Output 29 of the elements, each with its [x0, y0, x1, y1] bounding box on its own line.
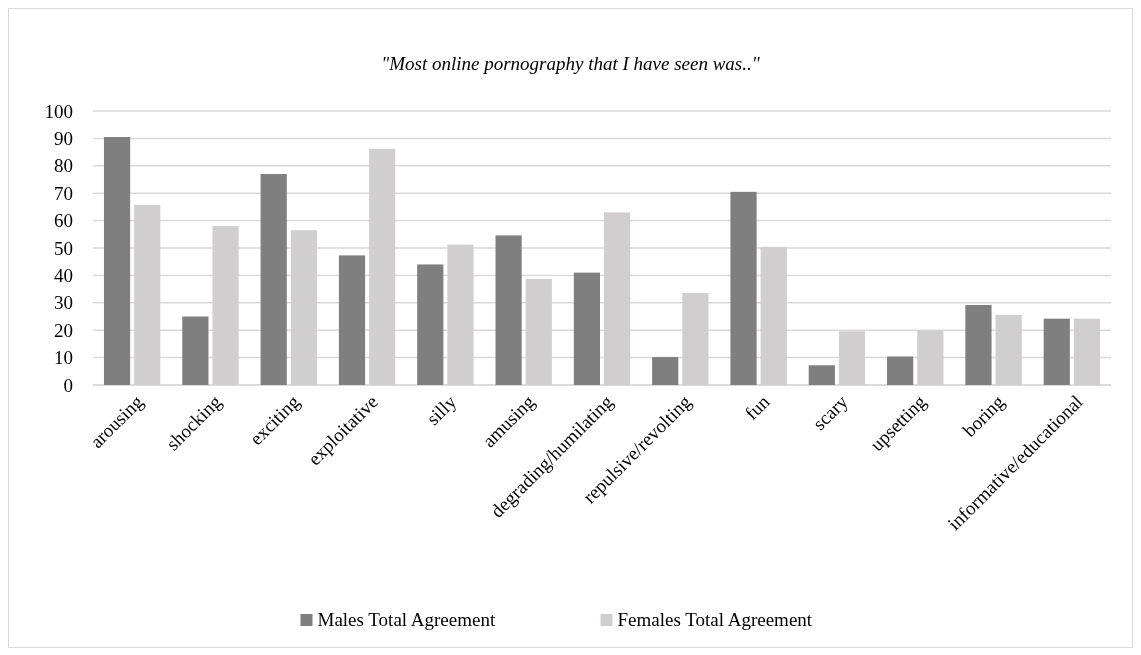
chart-title: "Most online pornography that I have seen was.."	[381, 53, 761, 74]
y-tick-label: 70	[54, 182, 73, 204]
y-tick-label: 0	[63, 374, 73, 396]
bar	[652, 357, 679, 385]
y-tick-label: 30	[54, 292, 73, 314]
bar	[887, 356, 914, 385]
legend-label: Males Total Agreement	[317, 609, 496, 630]
bar	[417, 264, 444, 385]
bar	[1043, 318, 1070, 385]
y-tick-label: 60	[54, 210, 73, 232]
y-tick-label: 20	[54, 319, 73, 341]
bar	[338, 255, 366, 385]
bar	[730, 191, 757, 385]
bar	[573, 272, 600, 385]
y-tick-label: 100	[44, 100, 73, 122]
bar	[965, 304, 992, 385]
bar	[260, 174, 287, 385]
bar	[808, 365, 835, 385]
bar	[495, 235, 522, 385]
x-tick-label: silly	[422, 390, 461, 429]
y-tick-label: 50	[54, 237, 73, 259]
y-tick-label: 40	[54, 265, 73, 287]
y-tick-label: 80	[54, 155, 73, 177]
bar	[182, 316, 209, 385]
legend-label: Females Total Agreement	[617, 609, 813, 630]
bar	[103, 137, 131, 385]
x-tick-label: fun	[740, 390, 774, 424]
y-tick-label: 90	[54, 128, 73, 150]
y-tick-label: 10	[54, 347, 73, 369]
